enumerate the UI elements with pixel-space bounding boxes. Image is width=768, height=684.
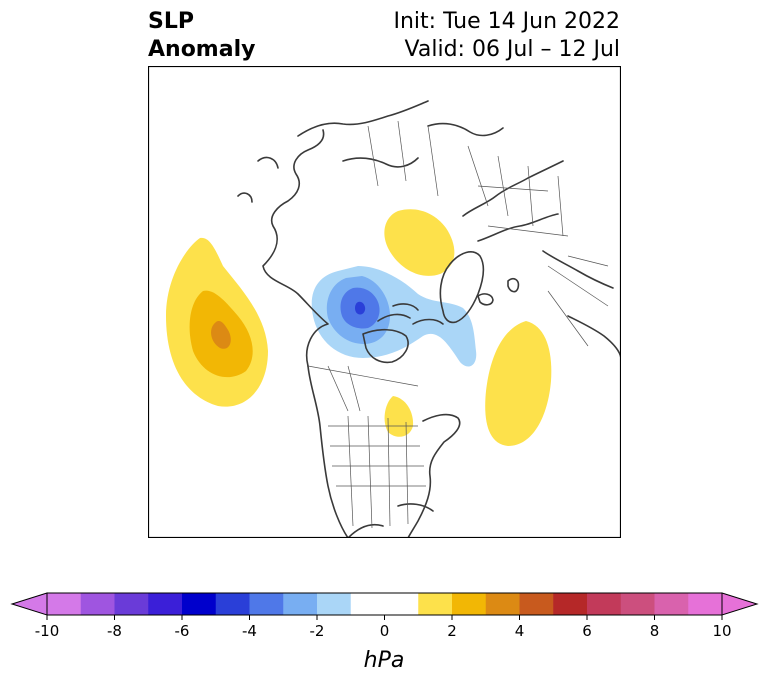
colorbar-box xyxy=(215,593,250,615)
colorbar-tick-label: 4 xyxy=(515,622,525,640)
colorbar-tick-label: 8 xyxy=(650,622,660,640)
title-variable-line1: SLP xyxy=(148,9,194,34)
colorbar-box xyxy=(249,593,284,615)
colorbar-box xyxy=(182,593,217,615)
colorbar-box xyxy=(350,593,385,615)
colorbar-ticks: -10 -8 -6 -4 -2 0 2 4 6 8 10 xyxy=(35,615,732,640)
colorbar-tick-label: -4 xyxy=(242,622,257,640)
arctic-high-contour xyxy=(384,209,455,276)
colorbar-box xyxy=(485,593,520,615)
colorbar-box xyxy=(384,593,419,615)
colorbar-extend-low xyxy=(10,592,48,616)
colorbar-box xyxy=(418,593,453,615)
colorbar-extend-high xyxy=(721,592,759,616)
colorbar-box xyxy=(452,593,487,615)
colorbar: -10 -8 -6 -4 -2 0 2 4 6 8 10 hPa xyxy=(10,592,759,673)
colorbar-box xyxy=(654,593,689,615)
colorbar-tick-label: -10 xyxy=(35,622,60,640)
colorbar-box xyxy=(519,593,554,615)
colorbar-box xyxy=(47,593,82,615)
valid-date-label: Valid: 06 Jul – 12 Jul xyxy=(404,37,620,62)
colorbar-tick-label: -2 xyxy=(310,622,325,640)
colorbar-tick-label: -6 xyxy=(175,622,190,640)
hudson-low-contour-4 xyxy=(355,301,366,315)
map-title-dates: Init: Tue 14 Jun 2022 Valid: 06 Jul – 12… xyxy=(394,8,621,64)
map-panel xyxy=(148,66,621,538)
pacific-high-contour-3 xyxy=(211,320,231,349)
colorbar-box xyxy=(688,593,723,615)
colorbar-box xyxy=(553,593,588,615)
anomaly-shading xyxy=(166,209,552,446)
colorbar-tick-label: 10 xyxy=(712,622,731,640)
colorbar-tick-label: 2 xyxy=(447,622,457,640)
colorbar-unit-label: hPa xyxy=(364,648,405,673)
colorbar-tick-label: 6 xyxy=(582,622,592,640)
colorbar-box xyxy=(283,593,318,615)
colorbar-box xyxy=(587,593,622,615)
title-variable-line2: Anomaly xyxy=(148,37,256,62)
colorbar-tick-label: -8 xyxy=(107,622,122,640)
colorbar-box xyxy=(620,593,655,615)
colorbar-boxes xyxy=(10,592,759,616)
colorbar-box xyxy=(317,593,352,615)
colorbar-box xyxy=(80,593,115,615)
coastlines xyxy=(237,100,621,538)
init-date-label: Init: Tue 14 Jun 2022 xyxy=(393,9,621,34)
colorbar-box xyxy=(148,593,183,615)
map-title-variable: SLP Anomaly xyxy=(148,8,255,64)
colorbar-box xyxy=(114,593,149,615)
atlantic-high-contour xyxy=(485,321,552,446)
map-frame xyxy=(148,66,621,538)
political-borders xyxy=(307,120,609,529)
colorbar-tick-label: 0 xyxy=(380,622,390,640)
